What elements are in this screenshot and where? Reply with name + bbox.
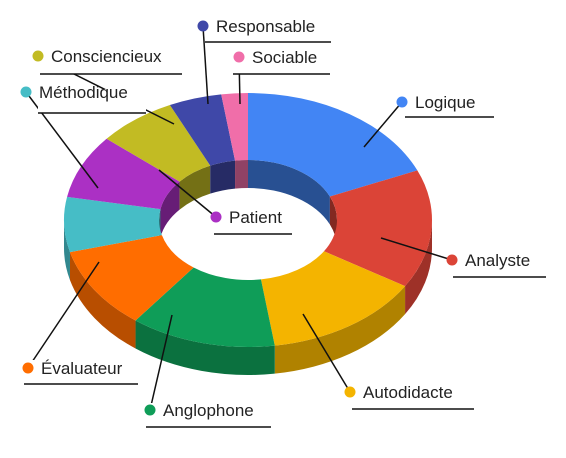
leader-line-autodidacte — [302, 313, 351, 393]
slice-label-text-consciencieux: Consciencieux — [51, 47, 162, 66]
slice-autodidacte — [260, 251, 406, 346]
slice-label-text-responsable: Responsable — [216, 17, 315, 36]
slice-label-autodidacte: Autodidacte — [344, 383, 474, 410]
slice-analyste — [323, 170, 432, 287]
legend-dot-patient — [210, 211, 222, 223]
leader-line-evaluateur — [27, 261, 100, 369]
slice-label-methodique: Méthodique — [20, 83, 146, 114]
label-background — [24, 360, 138, 384]
slice-wall-analyste — [405, 220, 432, 315]
slice-label-text-logique: Logique — [415, 93, 476, 112]
legend-dot-responsable — [197, 20, 209, 32]
slice-wall-anglophone — [135, 320, 275, 375]
slice-label-text-sociable: Sociable — [252, 48, 317, 67]
legend-dot-analyste — [446, 254, 458, 266]
slice-sociable — [221, 93, 248, 161]
legend-dot-evaluateur — [22, 362, 34, 374]
slice-inner-wall-patient — [160, 181, 180, 238]
legend-dot-autodidacte — [344, 386, 356, 398]
slice-label-anglophone: Anglophone — [144, 401, 271, 428]
slice-inner-wall-logique — [248, 160, 330, 225]
slice-consciencieux — [106, 105, 211, 182]
label-background — [214, 210, 292, 234]
slice-label-text-patient: Patient — [229, 208, 282, 227]
slice-label-sociable: Sociable — [233, 48, 330, 75]
slice-label-text-anglophone: Anglophone — [163, 401, 254, 420]
slice-wall-methodique — [64, 220, 70, 281]
slice-evaluateur — [69, 235, 194, 321]
leader-line-logique — [363, 101, 403, 148]
slice-label-logique: Logique — [396, 93, 494, 118]
leader-line-responsable — [202, 25, 209, 105]
slice-inner-wall-consciencieux — [179, 165, 211, 210]
leader-line-analyste — [380, 237, 453, 261]
label-background — [146, 403, 271, 427]
legend-dot-sociable — [233, 51, 245, 63]
label-background — [453, 253, 546, 277]
label-background — [38, 89, 146, 113]
slice-label-evaluateur: Évaluateur — [22, 359, 138, 385]
slice-wall-autodidacte — [274, 286, 406, 374]
leader-line-anglophone — [149, 314, 173, 411]
legend-dot-anglophone — [144, 404, 156, 416]
label-background — [352, 385, 474, 409]
slice-inner-wall-sociable — [235, 160, 248, 189]
slice-responsable — [169, 94, 236, 166]
slice-wall-evaluateur — [69, 252, 136, 349]
slice-label-consciencieux: Consciencieux — [32, 47, 182, 75]
label-background — [205, 18, 331, 42]
slice-label-text-methodique: Méthodique — [39, 83, 128, 102]
slice-inner-wall-responsable — [210, 160, 236, 194]
slice-label-responsable: Responsable — [197, 17, 331, 43]
slice-anglophone — [135, 267, 275, 347]
slice-labels: Logique Analyste Autodidacte Anglophone Éval… — [20, 17, 546, 428]
donut-slices — [64, 93, 432, 347]
legend-dot-logique — [396, 96, 408, 108]
label-background — [233, 50, 330, 74]
slice-label-text-analyste: Analyste — [465, 251, 530, 270]
slice-label-analyste: Analyste — [446, 251, 546, 278]
slice-methodique — [64, 196, 162, 253]
slice-label-text-autodidacte: Autodidacte — [363, 383, 453, 402]
slice-patient — [67, 138, 180, 210]
legend-dot-consciencieux — [32, 50, 44, 62]
leader-line-patient — [158, 169, 217, 218]
slice-label-text-evaluateur: Évaluateur — [41, 359, 123, 378]
slice-logique — [248, 93, 418, 197]
label-background — [405, 93, 494, 117]
slice-label-patient: Patient — [210, 208, 292, 235]
label-background — [40, 50, 182, 74]
donut-sides — [64, 160, 432, 375]
legend-dot-methodique — [20, 86, 32, 98]
